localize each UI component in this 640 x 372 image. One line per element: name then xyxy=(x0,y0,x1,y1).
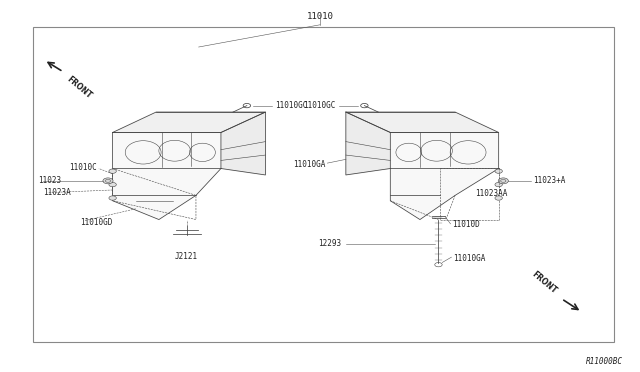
Polygon shape xyxy=(221,112,266,175)
Circle shape xyxy=(109,196,116,200)
Circle shape xyxy=(495,182,502,187)
Text: 11023A: 11023A xyxy=(43,188,71,197)
Ellipse shape xyxy=(186,141,219,164)
Text: 12293: 12293 xyxy=(318,239,341,248)
Text: 11010C: 11010C xyxy=(69,163,97,173)
Text: 11010GC: 11010GC xyxy=(276,101,308,110)
Ellipse shape xyxy=(445,137,492,167)
Polygon shape xyxy=(390,132,499,219)
Text: 11010: 11010 xyxy=(307,12,333,21)
Circle shape xyxy=(495,169,502,173)
Text: 11010GC: 11010GC xyxy=(303,101,335,110)
Polygon shape xyxy=(346,112,499,132)
Polygon shape xyxy=(113,132,221,219)
Text: 11023AA: 11023AA xyxy=(476,189,508,198)
Circle shape xyxy=(109,169,116,173)
Text: 11023: 11023 xyxy=(38,176,61,185)
Ellipse shape xyxy=(416,137,457,164)
Circle shape xyxy=(498,178,508,184)
Text: 11010GD: 11010GD xyxy=(80,218,113,227)
Circle shape xyxy=(109,182,116,187)
Text: 11023+A: 11023+A xyxy=(533,176,565,185)
Ellipse shape xyxy=(392,141,426,164)
Text: 11010GA: 11010GA xyxy=(453,254,486,263)
Ellipse shape xyxy=(154,137,195,164)
Circle shape xyxy=(103,178,113,184)
Text: J2121: J2121 xyxy=(175,252,198,261)
Polygon shape xyxy=(346,112,390,175)
Text: 11010GA: 11010GA xyxy=(293,160,326,169)
Text: R11000BC: R11000BC xyxy=(586,357,623,366)
Text: 11010D: 11010D xyxy=(452,221,480,230)
Ellipse shape xyxy=(120,137,166,167)
Text: FRONT: FRONT xyxy=(531,269,559,295)
Text: FRONT: FRONT xyxy=(65,75,93,101)
Bar xyxy=(33,27,614,341)
Circle shape xyxy=(495,196,502,200)
Polygon shape xyxy=(113,112,266,132)
